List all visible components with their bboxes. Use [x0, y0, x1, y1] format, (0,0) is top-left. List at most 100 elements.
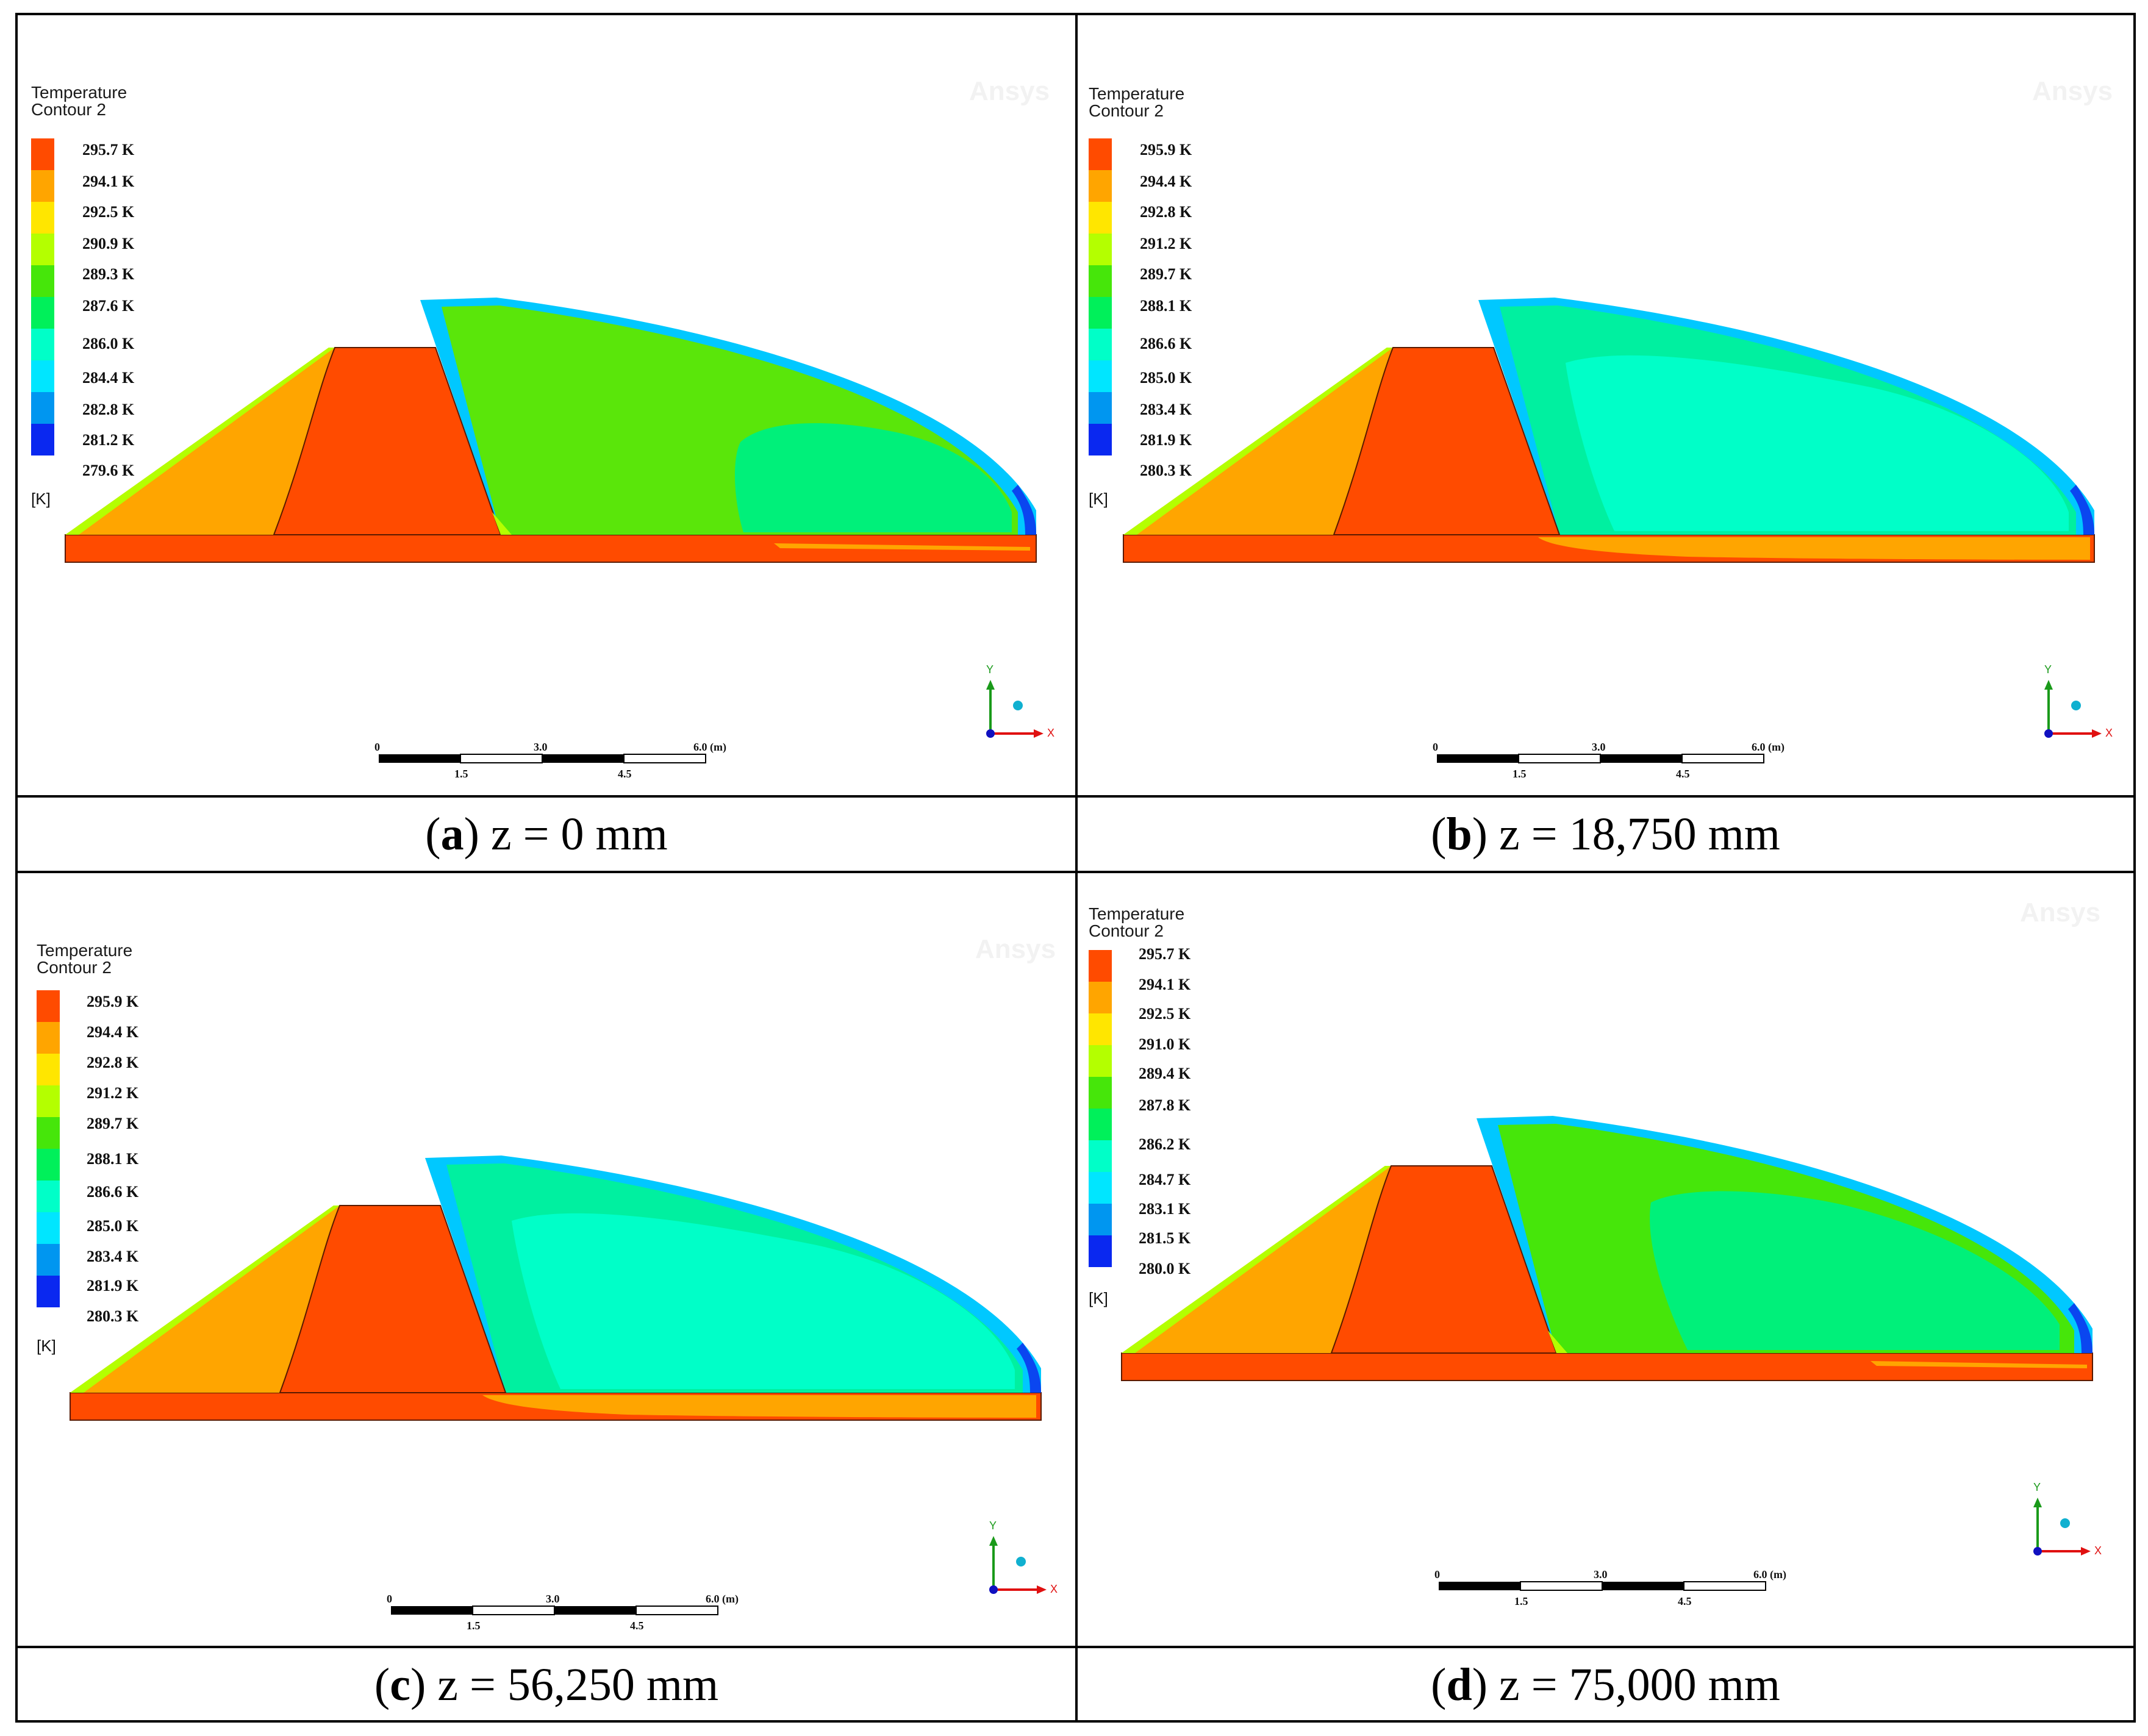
- temperature-contour: [70, 1156, 1047, 1615]
- legend-label: 290.9 K: [82, 235, 135, 252]
- legend-label: 280.3 K: [1140, 462, 1192, 479]
- legend-label: 281.5 K: [1139, 1229, 1191, 1247]
- legend-swatch: [31, 138, 54, 170]
- scale-bar: [1439, 1581, 1766, 1591]
- axis-label-x: X: [2105, 727, 2113, 739]
- legend-swatch: [1089, 424, 1112, 455]
- legend-swatch: [37, 1054, 60, 1085]
- legend-swatch: [37, 1181, 60, 1212]
- legend-colorbar: [1089, 138, 1112, 455]
- legend-label: 283.1 K: [1139, 1200, 1191, 1218]
- legend-swatch: [1089, 297, 1112, 329]
- legend-label: 294.4 K: [87, 1023, 139, 1041]
- legend-colorbar: [37, 990, 60, 1307]
- legend-subtitle: Contour 2: [37, 958, 112, 977]
- cool-inner-zone: [1650, 1191, 2060, 1350]
- scale-label: 3.0: [534, 741, 548, 753]
- axis-triad: [2033, 1498, 2091, 1556]
- legend-label: 289.4 K: [1139, 1065, 1191, 1082]
- axis-label-x: X: [1047, 727, 1055, 739]
- axis-triad: [2044, 680, 2102, 738]
- legend-label: 286.0 K: [82, 335, 135, 352]
- cool-inner-zone: [1566, 355, 2069, 531]
- legend-swatch: [37, 1244, 60, 1276]
- legend-swatch: [31, 329, 54, 360]
- legend-swatch: [37, 1085, 60, 1117]
- axis-label-y: Y: [986, 663, 994, 676]
- scale-label: 0: [1433, 741, 1438, 753]
- dam-core: [1330, 1165, 1558, 1354]
- scale-label: 1.5: [1514, 1595, 1528, 1607]
- scale-label: 1.5: [1513, 768, 1527, 780]
- legend-label: 291.0 K: [1139, 1035, 1191, 1053]
- legend-swatch: [1089, 1013, 1112, 1045]
- legend-label: 292.8 K: [1140, 203, 1192, 221]
- base-warm-zone: [1871, 1361, 2087, 1368]
- legend-swatch: [37, 1276, 60, 1307]
- scale-bar: [379, 754, 706, 763]
- legend-label: 288.1 K: [87, 1150, 139, 1168]
- legend-swatch: [31, 392, 54, 424]
- scale-label: 0: [1434, 1568, 1440, 1581]
- legend-label: 289.3 K: [82, 265, 135, 283]
- base-slab: [1121, 1352, 2093, 1381]
- panel-a: Ansys Temperature Contour 2 295.7 K 294.…: [18, 15, 1075, 795]
- legend-swatch: [1089, 265, 1112, 297]
- legend-unit: [K]: [1089, 490, 1108, 508]
- legend-label: 285.0 K: [87, 1217, 139, 1235]
- legend-label: 283.4 K: [1140, 401, 1192, 418]
- caption-b: (b) z = 18,750 mm: [1431, 809, 1780, 860]
- base-warm-zone: [1538, 537, 2090, 560]
- caption-letter: d: [1446, 1659, 1472, 1710]
- legend-swatch: [1089, 950, 1112, 982]
- legend-label: 295.9 K: [1140, 141, 1192, 159]
- legend-swatch: [37, 990, 60, 1022]
- scale-label: 6.0 (m): [706, 1593, 739, 1605]
- legend-swatch: [1089, 1204, 1112, 1235]
- scale-label: 4.5: [1678, 1595, 1692, 1607]
- legend-label: 286.6 K: [1140, 335, 1192, 352]
- legend-swatch: [31, 360, 54, 392]
- slope-edge: [1122, 1166, 1391, 1353]
- legend-label: 291.2 K: [1140, 235, 1192, 252]
- scale-label: 0: [387, 1593, 392, 1605]
- flow-domain-edge-dark: [1017, 1343, 1041, 1393]
- cool-inner-zone: [512, 1213, 1015, 1389]
- legend-label: 291.2 K: [87, 1084, 139, 1102]
- axis-label-y: Y: [2033, 1481, 2041, 1493]
- legend-swatch: [1089, 1172, 1112, 1204]
- legend-label: 295.9 K: [87, 993, 139, 1010]
- legend-label: 294.1 K: [1139, 976, 1191, 993]
- legend-swatch: [31, 170, 54, 202]
- dam-core: [273, 347, 502, 535]
- caption-text: z = 18,750 mm: [1499, 809, 1780, 860]
- base-warm-zone: [482, 1395, 1036, 1418]
- scale-label: 3.0: [1594, 1568, 1608, 1581]
- dam-toe: [1548, 1331, 1567, 1353]
- caption-text: z = 56,250 mm: [437, 1659, 719, 1710]
- legend-label: 280.0 K: [1139, 1260, 1191, 1277]
- dam-core: [1333, 347, 1561, 535]
- scale-label: 4.5: [630, 1620, 644, 1632]
- legend-swatch: [1089, 329, 1112, 360]
- legend-unit: [K]: [1089, 1289, 1108, 1307]
- base-warm-zone: [774, 543, 1030, 551]
- legend-label: 294.4 K: [1140, 173, 1192, 190]
- panel-c: Ansys Temperature Contour 2 295.9 K 294.…: [18, 873, 1075, 1646]
- legend-colorbar: [31, 138, 54, 455]
- legend-title: Temperature: [1089, 904, 1185, 923]
- legend-swatch: [1089, 170, 1112, 202]
- panel-d: Ansys Temperature Contour 2 295.7 K 294.…: [1078, 873, 2133, 1646]
- scale-label: 4.5: [618, 768, 632, 780]
- legend-label: 280.3 K: [87, 1307, 139, 1325]
- legend-subtitle: Contour 2: [1089, 101, 1164, 120]
- legend-unit: [K]: [37, 1337, 56, 1355]
- legend-label: 295.7 K: [1139, 945, 1191, 963]
- scale-label: 1.5: [467, 1620, 481, 1632]
- legend-title: Temperature: [1089, 84, 1185, 103]
- legend-label: 279.6 K: [82, 462, 135, 479]
- dam-core: [279, 1205, 507, 1393]
- scale-label: 4.5: [1676, 768, 1690, 780]
- legend-label: 281.9 K: [1140, 431, 1192, 449]
- legend-label: 289.7 K: [1140, 265, 1192, 283]
